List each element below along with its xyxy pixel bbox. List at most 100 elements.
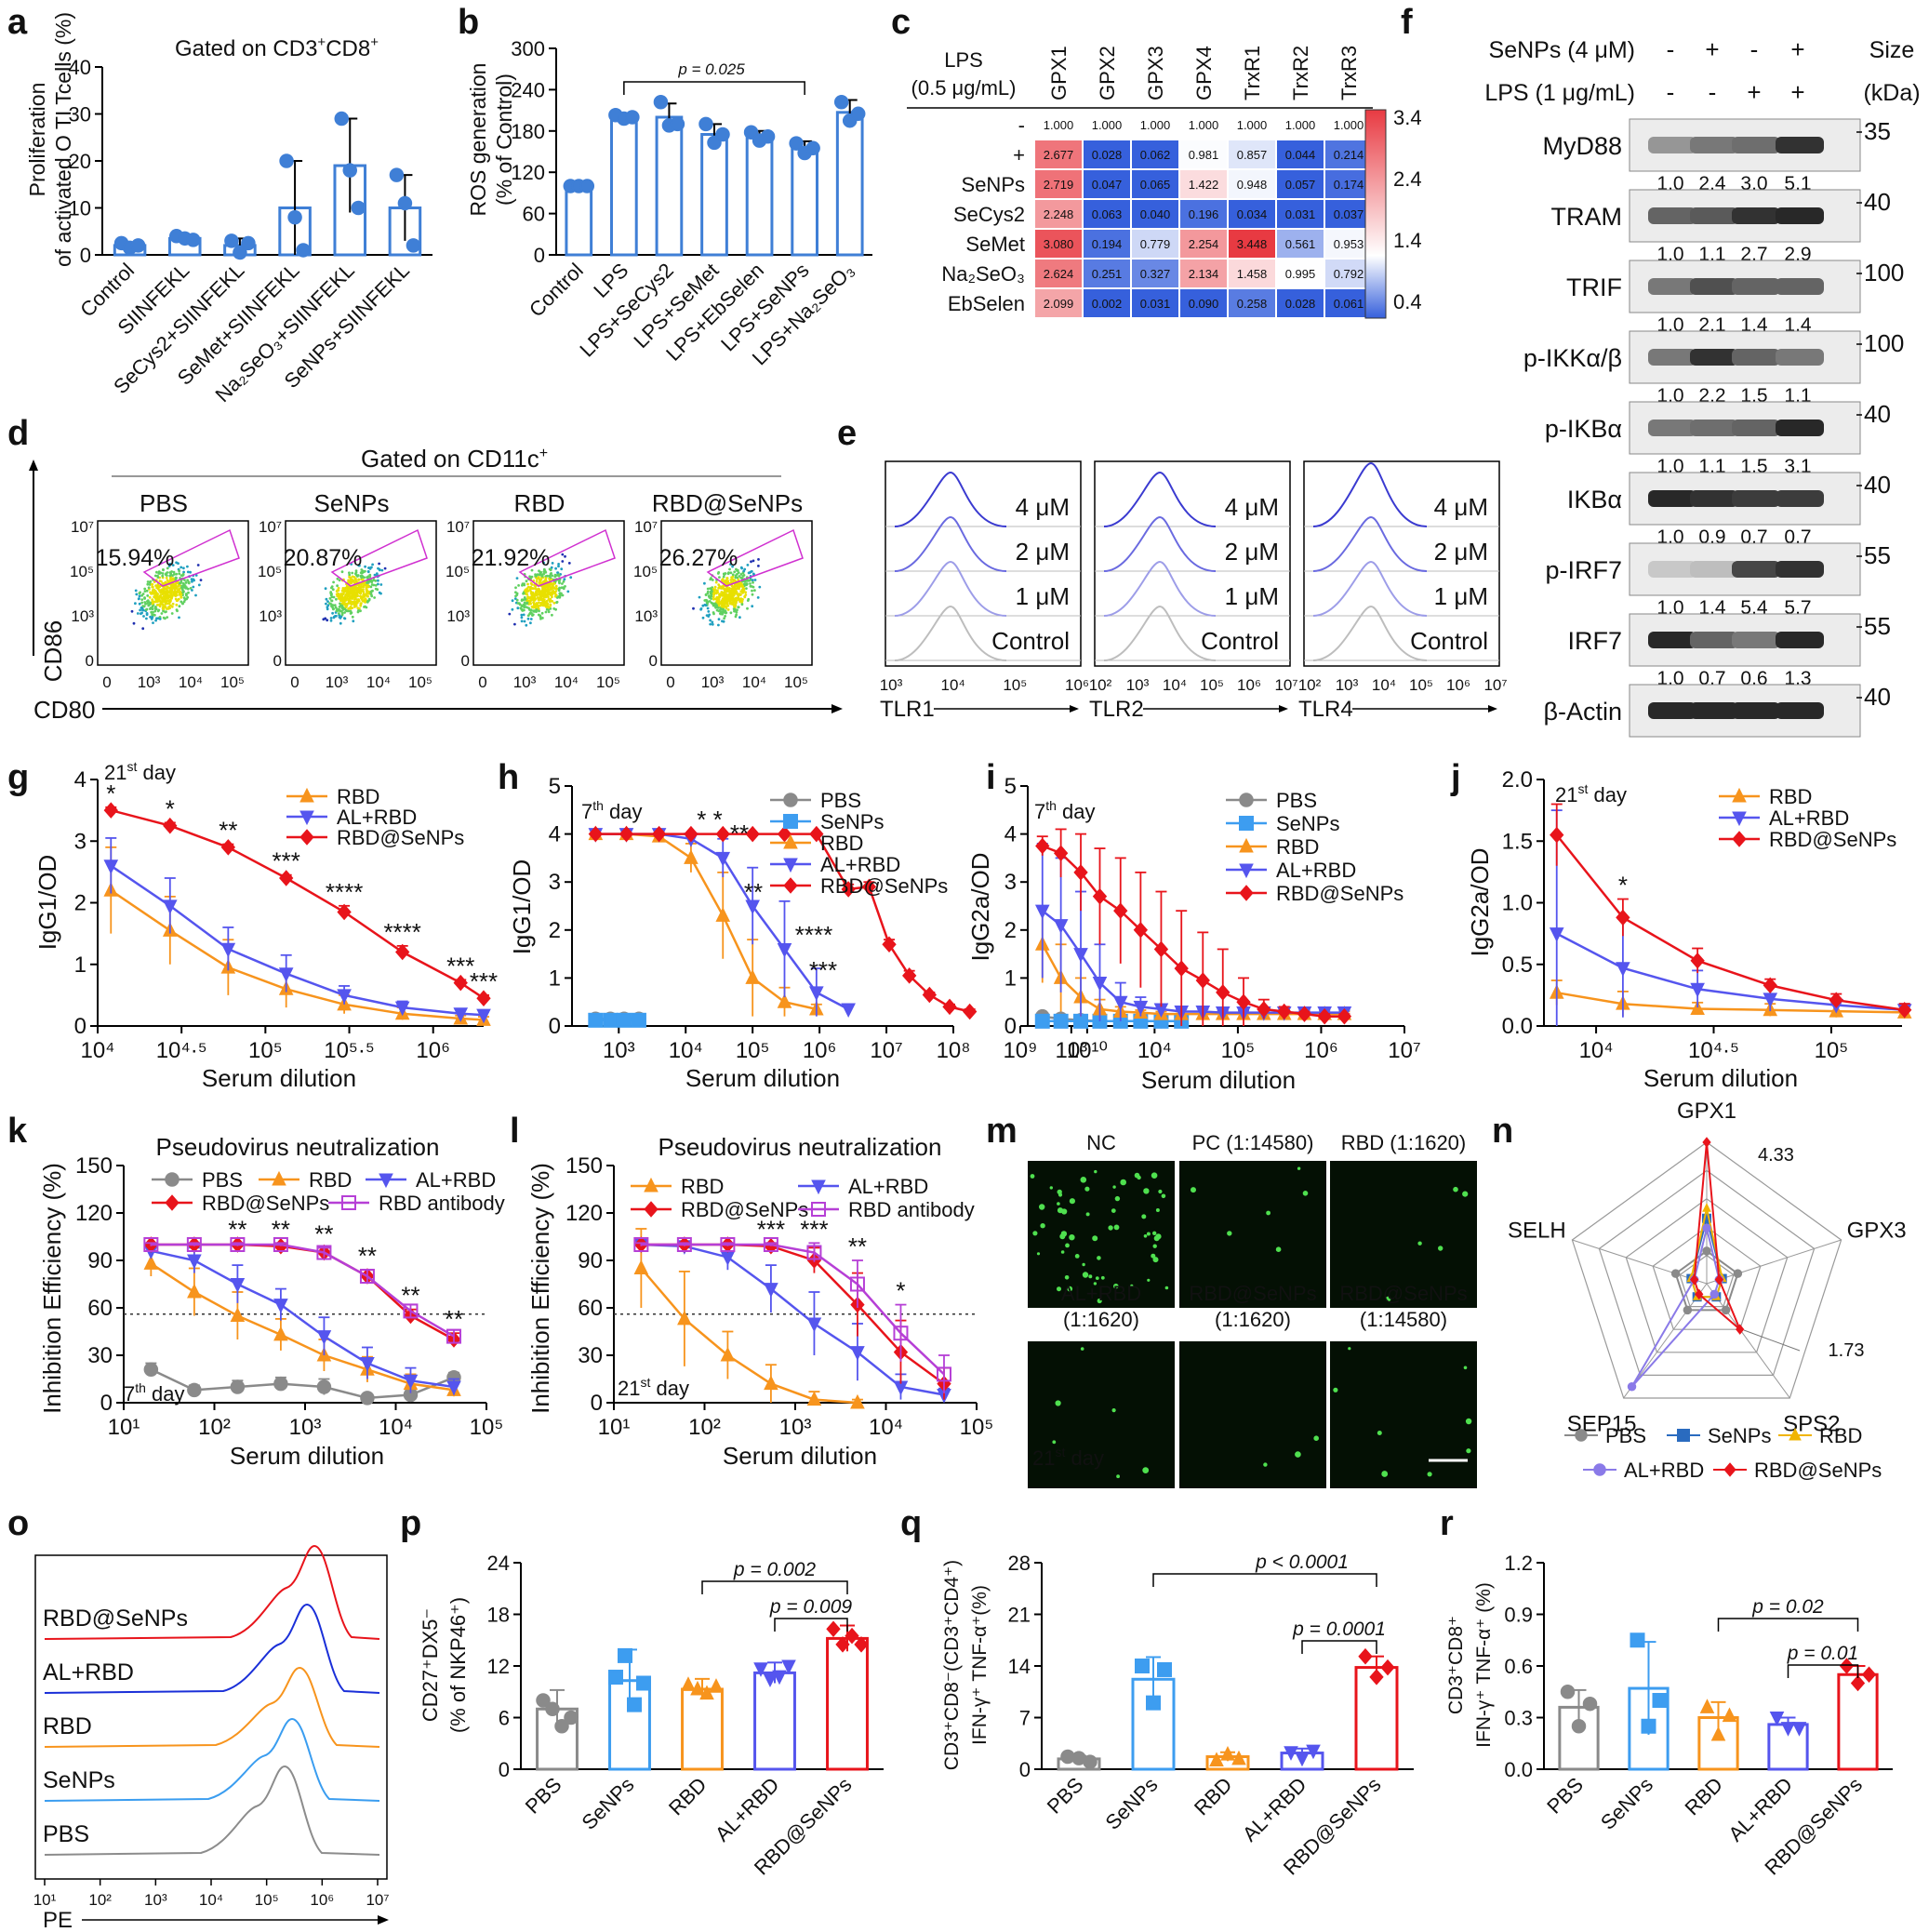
y-tick-label: 10⁵ xyxy=(446,563,470,580)
cell-event xyxy=(552,601,556,605)
panel-l-day: 21st day xyxy=(618,1375,689,1400)
heatmap-cell xyxy=(1084,200,1130,228)
histogram-level-label: Control xyxy=(1410,627,1488,655)
heatmap-cell xyxy=(1277,260,1324,287)
fluorescent-cell xyxy=(1057,1207,1064,1214)
y-tick-label: 0 xyxy=(591,1391,603,1416)
cell-event xyxy=(562,580,565,583)
data-point xyxy=(1560,1685,1576,1699)
significance-stars: ** xyxy=(445,1305,463,1333)
quant-value: 2.2 xyxy=(1698,385,1725,406)
y-tick-label: 14 xyxy=(1008,1655,1031,1678)
panel-letter-i: i xyxy=(986,758,996,797)
x-tick-label: 10⁴ xyxy=(1579,1038,1614,1063)
cell-event xyxy=(728,602,732,606)
legend-marker xyxy=(1239,793,1254,807)
cell-event xyxy=(557,565,560,568)
cell-event xyxy=(170,570,174,573)
data-point xyxy=(446,1328,461,1344)
cell-event xyxy=(359,589,363,593)
cell-event xyxy=(364,569,366,573)
data-point xyxy=(777,825,792,843)
heatmap-value: 0.057 xyxy=(1285,178,1316,192)
y-tick-label: 0 xyxy=(74,1014,86,1039)
data-point xyxy=(187,1254,202,1270)
heatmap-value: 1.422 xyxy=(1189,178,1219,192)
cell-event xyxy=(326,600,329,603)
legend-marker xyxy=(783,877,798,894)
cell-event xyxy=(143,587,147,591)
radar-spoke xyxy=(1706,1239,1842,1285)
histogram-level-label: 1 μM xyxy=(1016,582,1070,610)
cell-event xyxy=(719,610,723,614)
legend-marker xyxy=(811,1202,826,1217)
cell-event xyxy=(156,587,160,591)
data-point xyxy=(316,1379,332,1394)
cell-event xyxy=(340,593,343,595)
histogram-frame xyxy=(34,1554,388,1880)
y-tick-label: 1 xyxy=(549,966,561,991)
data-point xyxy=(224,233,239,248)
cell-event xyxy=(523,604,526,607)
fluorescent-cell xyxy=(1143,1188,1150,1194)
cell-event xyxy=(359,604,363,607)
panel-b-ylabel: ROS generation (% of Control) xyxy=(466,63,516,217)
colorbar-tick: 0.4 xyxy=(1393,290,1422,313)
cell-event xyxy=(708,600,712,603)
image-label: AL+RBD xyxy=(1061,1282,1141,1305)
blot-band xyxy=(1648,278,1696,295)
cell-event xyxy=(539,602,542,605)
cell-event xyxy=(360,574,363,578)
cell-event xyxy=(350,603,353,606)
cell-event xyxy=(752,559,755,563)
blot-band xyxy=(1690,420,1738,436)
x-tick-label: SeNPs xyxy=(577,1773,638,1834)
fluorescent-cell xyxy=(1417,1241,1422,1246)
cell-event xyxy=(515,593,519,596)
cell-event xyxy=(156,583,160,587)
cell-event xyxy=(717,600,720,604)
legend-label: AL+RBD xyxy=(416,1168,496,1192)
heatmap-cell xyxy=(1132,289,1178,317)
cell-event xyxy=(709,619,712,622)
fluorescent-cell xyxy=(1465,1418,1472,1425)
x-tick-label: 10¹⁰ xyxy=(1067,1038,1108,1063)
cell-event xyxy=(158,618,162,620)
data-point xyxy=(476,990,491,1006)
fluorescent-cell xyxy=(1463,1366,1468,1370)
image-label: (1:1620) xyxy=(1215,1308,1291,1331)
cell-event xyxy=(542,588,545,591)
cell-event xyxy=(548,574,552,578)
cell-event xyxy=(335,609,339,613)
data-point xyxy=(1092,977,1108,992)
data-point xyxy=(1380,1659,1395,1676)
cell-event xyxy=(552,592,554,594)
cell-event xyxy=(732,607,736,611)
y-tick-label: 0 xyxy=(649,652,658,670)
cell-event xyxy=(522,613,525,617)
data-point xyxy=(777,942,792,958)
x-tick-label: 10⁶ xyxy=(1304,1038,1338,1063)
data-point xyxy=(651,825,667,843)
cell-event xyxy=(347,593,351,597)
cell-event xyxy=(349,590,353,593)
legend-label: RBD@SeNPs xyxy=(1754,1459,1882,1482)
panel-letter-p: p xyxy=(400,1504,421,1543)
cell-event xyxy=(325,597,328,601)
fluorescence-tile xyxy=(1179,1161,1326,1308)
heatmap-value: 0.174 xyxy=(1334,178,1364,192)
cell-event xyxy=(325,602,327,606)
fluorescent-cell xyxy=(1348,1347,1351,1351)
panel-g-day-word: day xyxy=(137,761,176,784)
data-point xyxy=(1722,1707,1737,1723)
data-point xyxy=(403,1374,419,1390)
heatmap-cell xyxy=(1084,260,1130,287)
cell-event xyxy=(161,574,165,578)
cell-event xyxy=(172,582,176,586)
significance-stars: **** xyxy=(795,921,832,949)
data-point xyxy=(403,1303,419,1319)
cell-event xyxy=(725,580,729,584)
